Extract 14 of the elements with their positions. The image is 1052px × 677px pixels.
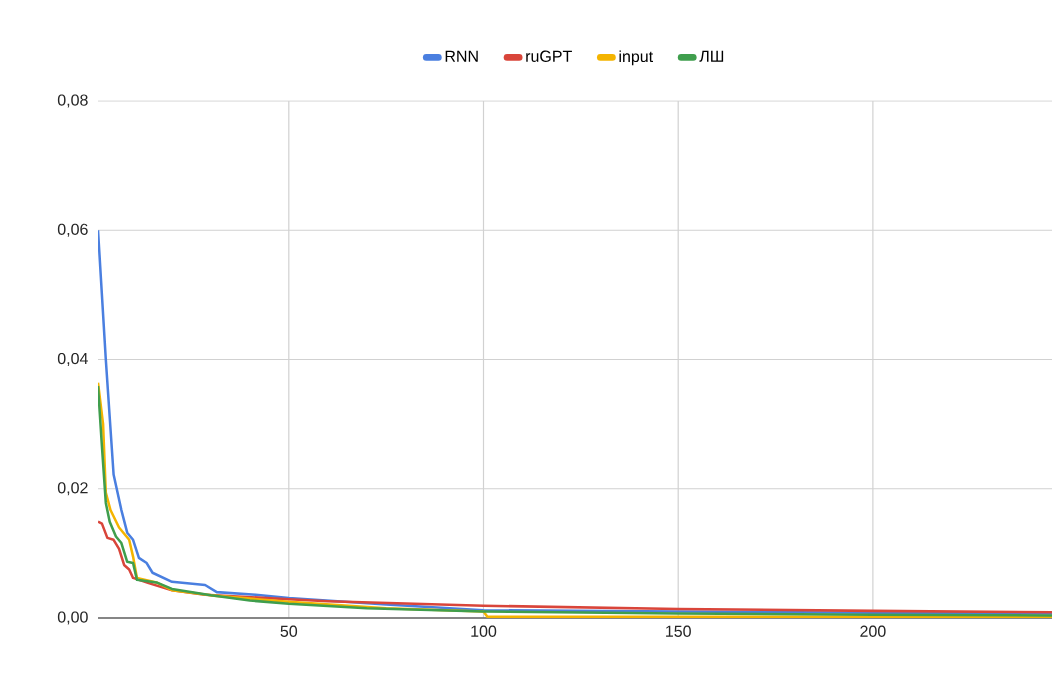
legend-label: ruGPT <box>526 50 572 62</box>
x-tick-label: 200 <box>860 625 886 637</box>
legend-label: input <box>619 50 654 66</box>
y-tick-label: 0,08 <box>57 94 88 108</box>
line-series <box>98 520 1052 614</box>
x-tick-label: 150 <box>666 625 691 637</box>
legend-label: RNN <box>445 50 478 62</box>
y-tick-label: 0,04 <box>57 352 88 367</box>
x-tick-label: 100 <box>471 625 497 637</box>
legend-label: ЛШ <box>699 50 724 62</box>
y-tick-label: 0,00 <box>57 611 88 625</box>
y-tick-label: 0,06 <box>57 223 88 237</box>
x-tick-label: 50 <box>280 625 298 637</box>
y-tick-label: 0,02 <box>57 482 88 496</box>
